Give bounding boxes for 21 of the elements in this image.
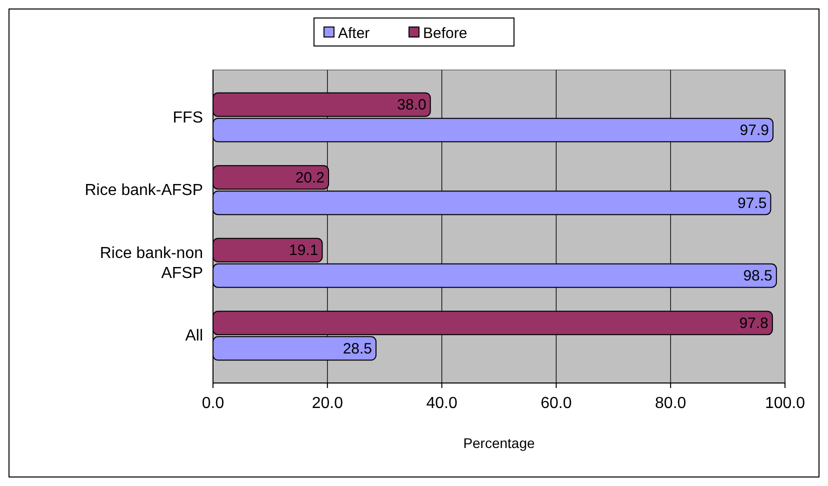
data-label: 97.9 [740,122,769,140]
data-label: 20.2 [295,169,325,186]
data-label: 97.8 [739,314,768,332]
x-tick-label: 100.0 [764,395,806,412]
x-axis-title: Percentage [463,435,536,451]
data-label: 19.1 [289,242,318,260]
y-tick-label: FFS [172,109,203,126]
y-tick-label: All [185,328,203,345]
x-tick-label: 0.0 [202,395,224,412]
x-tick-label: 40.0 [426,395,458,412]
x-tick-label: 60.0 [540,395,572,412]
data-label: 28.5 [342,340,372,358]
legend-label: Before [423,25,468,42]
x-tick-label: 80.0 [655,395,686,412]
y-tick-label: Rice bank-AFSP [84,182,203,200]
data-label: 98.5 [743,268,772,285]
legend-label: After [338,25,370,42]
x-tick-label: 20.0 [312,395,344,412]
data-label: 97.5 [737,194,767,212]
data-label: 38.0 [397,96,426,114]
y-tick-label: Rice bank-non AFSP [100,244,203,282]
